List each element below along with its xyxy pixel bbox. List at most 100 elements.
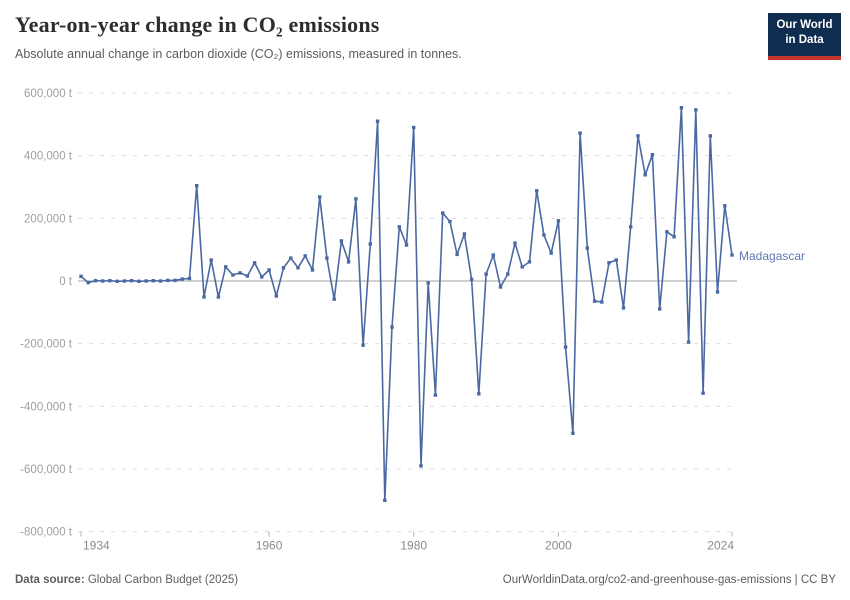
data-point-2019[interactable] [694, 108, 698, 112]
data-point-1991[interactable] [491, 253, 495, 257]
data-point-1996[interactable] [527, 260, 532, 264]
data-point-1958[interactable] [252, 261, 257, 265]
data-point-1954[interactable] [224, 265, 228, 269]
data-point-1985[interactable] [448, 219, 452, 224]
data-point-2012[interactable] [643, 173, 647, 177]
data-point-1937[interactable] [101, 279, 105, 283]
data-point-1982[interactable] [426, 281, 430, 285]
data-point-1994[interactable] [513, 241, 517, 245]
data-point-2021[interactable] [708, 134, 712, 138]
data-point-1968[interactable] [325, 256, 329, 260]
data-point-1942[interactable] [137, 279, 141, 283]
data-point-1999[interactable] [549, 251, 553, 255]
data-point-1939[interactable] [115, 279, 119, 283]
data-point-2000[interactable] [556, 219, 561, 223]
data-point-1978[interactable] [397, 225, 401, 229]
data-point-2008[interactable] [614, 258, 618, 262]
x-tick-label: 1980 [400, 539, 427, 553]
data-point-2013[interactable] [650, 153, 655, 157]
data-point-2017[interactable] [679, 106, 684, 110]
data-point-1961[interactable] [274, 294, 278, 298]
data-point-1976[interactable] [383, 498, 387, 502]
data-point-2016[interactable] [672, 235, 676, 239]
data-point-1998[interactable] [542, 233, 546, 237]
data-point-1997[interactable] [535, 189, 539, 193]
data-point-1995[interactable] [520, 265, 524, 269]
data-point-1941[interactable] [129, 279, 134, 283]
data-point-2023[interactable] [723, 204, 727, 208]
data-point-1963[interactable] [289, 256, 293, 260]
series-line-madagascar[interactable] [80, 106, 733, 502]
data-point-1953[interactable] [216, 295, 221, 299]
data-point-1989[interactable] [477, 392, 481, 396]
data-point-1945[interactable] [158, 279, 163, 283]
data-point-1946[interactable] [166, 278, 170, 283]
x-tick-label: 2024 [707, 539, 734, 553]
data-point-1947[interactable] [173, 278, 177, 283]
data-point-1993[interactable] [506, 272, 510, 276]
data-point-1956[interactable] [238, 271, 242, 275]
data-point-2011[interactable] [636, 134, 640, 138]
data-point-1988[interactable] [469, 277, 474, 282]
data-point-1986[interactable] [455, 252, 459, 257]
data-point-2007[interactable] [607, 261, 611, 265]
data-point-1936[interactable] [93, 279, 98, 283]
data-point-2009[interactable] [621, 306, 626, 310]
data-point-2002[interactable] [571, 431, 575, 435]
data-point-1959[interactable] [260, 275, 264, 279]
data-point-1944[interactable] [151, 279, 155, 283]
data-point-1974[interactable] [368, 242, 372, 246]
data-point-2014[interactable] [658, 307, 662, 311]
data-point-1952[interactable] [209, 258, 213, 262]
data-point-1969[interactable] [332, 297, 336, 301]
data-point-1967[interactable] [318, 195, 322, 199]
data-point-1951[interactable] [202, 295, 206, 299]
data-point-1934[interactable] [79, 274, 83, 278]
credit-link[interactable]: OurWorldinData.org/co2-and-greenhouse-ga… [502, 574, 836, 586]
data-point-1972[interactable] [354, 197, 358, 201]
data-point-2020[interactable] [701, 391, 705, 395]
data-point-1940[interactable] [122, 279, 127, 283]
data-point-1984[interactable] [441, 211, 445, 215]
data-point-1938[interactable] [108, 279, 112, 283]
data-point-1965[interactable] [303, 254, 307, 258]
data-point-1971[interactable] [346, 260, 351, 264]
data-point-1975[interactable] [375, 119, 380, 123]
data-point-1964[interactable] [296, 266, 300, 270]
data-point-1980[interactable] [412, 125, 416, 130]
data-point-2015[interactable] [665, 230, 669, 234]
data-point-1949[interactable] [187, 276, 192, 281]
data-point-1992[interactable] [498, 285, 503, 289]
series-label-madagascar[interactable]: Madagascar [739, 249, 805, 263]
data-point-1948[interactable] [180, 277, 184, 281]
data-point-2003[interactable] [578, 131, 582, 135]
x-tick-label: 2000 [545, 539, 572, 553]
data-point-1960[interactable] [267, 268, 271, 272]
data-point-1957[interactable] [245, 274, 250, 278]
data-point-2005[interactable] [592, 299, 597, 303]
data-point-1987[interactable] [462, 232, 467, 236]
data-point-1935[interactable] [86, 280, 90, 285]
data-point-1955[interactable] [231, 273, 235, 277]
y-tick-label: -400,000 t [20, 401, 73, 413]
data-point-1966[interactable] [310, 268, 315, 272]
data-point-1977[interactable] [390, 325, 394, 329]
data-point-2006[interactable] [600, 300, 604, 304]
data-point-2004[interactable] [585, 246, 589, 250]
data-point-2001[interactable] [563, 345, 568, 349]
data-point-1979[interactable] [404, 243, 409, 247]
data-point-2024[interactable] [730, 253, 734, 257]
data-point-1950[interactable] [195, 184, 199, 188]
data-point-2010[interactable] [629, 225, 633, 229]
data-point-1983[interactable] [433, 393, 438, 397]
data-point-1943[interactable] [144, 279, 148, 283]
data-point-2018[interactable] [686, 340, 691, 344]
data-point-1973[interactable] [361, 343, 365, 347]
data-point-1981[interactable] [419, 464, 423, 468]
data-point-1962[interactable] [281, 266, 286, 270]
data-point-1970[interactable] [339, 239, 344, 243]
data-point-1990[interactable] [484, 272, 488, 276]
data-point-2022[interactable] [715, 290, 720, 294]
